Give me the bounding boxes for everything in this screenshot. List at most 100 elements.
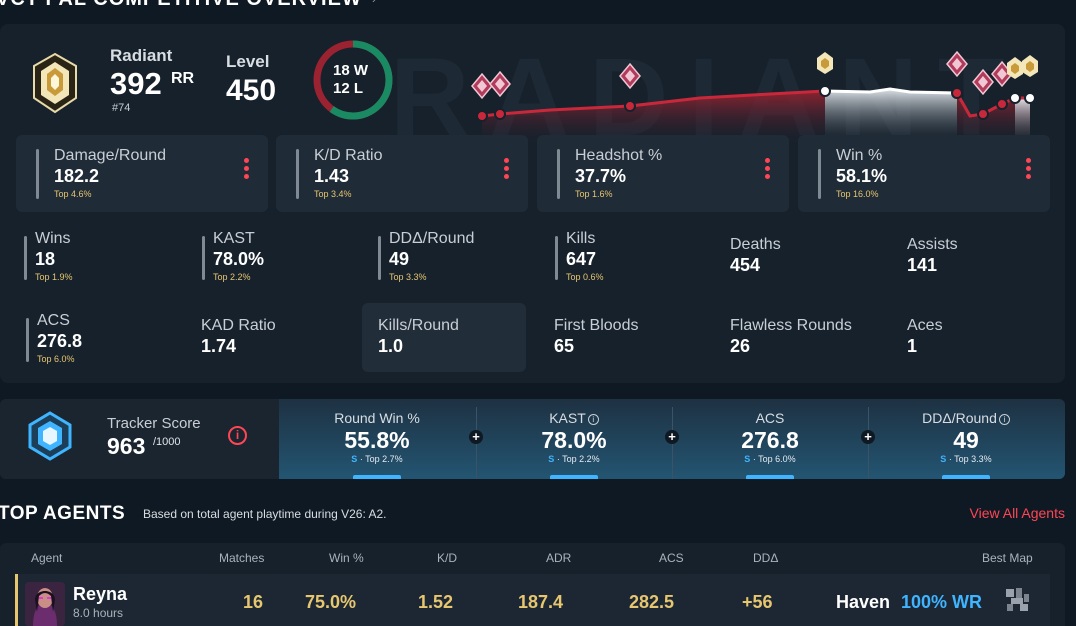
stat-percentile: Top 3.4%	[314, 189, 352, 199]
column-header[interactable]: Best Map	[982, 551, 1033, 565]
rr-point	[996, 98, 1008, 110]
rank-change-icon	[972, 68, 994, 96]
more-options-icon[interactable]	[504, 158, 510, 186]
best-map-winrate: 100% WR	[901, 592, 983, 612]
rr-point	[1024, 92, 1036, 104]
rr-area-radiant	[825, 89, 957, 148]
stat-value: 26	[730, 336, 751, 356]
row-accent-bar	[15, 574, 18, 626]
tracker-col-value: 78.0%	[541, 427, 607, 453]
column-header[interactable]: Win %	[329, 551, 364, 565]
column-header[interactable]: ADR	[546, 551, 572, 565]
stat-label: Kills	[566, 230, 596, 247]
agent-portrait-reyna	[25, 582, 65, 626]
stat-card-headshot[interactable]: Headshot % 37.7% Top 1.6%	[537, 135, 789, 212]
info-icon[interactable]: i	[228, 426, 247, 445]
stat-value: 78.0%	[213, 249, 265, 269]
rank-change-icon	[619, 62, 641, 90]
stat-percentile: Top 0.6%	[566, 272, 604, 282]
more-options-icon[interactable]	[1026, 158, 1032, 186]
losses-count: 12 L	[333, 80, 364, 97]
column-header[interactable]: K/D	[437, 551, 458, 565]
stat-label: Win %	[836, 147, 883, 164]
stat-value: 65	[554, 336, 575, 356]
more-options-icon[interactable]	[244, 158, 250, 186]
stat-label: KAST	[213, 230, 255, 247]
stat-percentile: Top 1.6%	[575, 189, 613, 199]
tracker-col-grade: S · Top 3.3%	[940, 454, 992, 464]
tracker-col-value: 55.8%	[344, 427, 410, 453]
stat-label: Aces	[907, 317, 943, 334]
stat-percentile: Top 4.6%	[54, 189, 92, 199]
rank-change-icon	[471, 72, 493, 100]
radiant-change-icon	[817, 52, 833, 74]
stat-value: 647	[566, 249, 597, 269]
plus-icon: +	[861, 430, 875, 444]
info-icon[interactable]: i	[998, 414, 1010, 425]
tracker-col-indicator	[550, 475, 598, 479]
column-header[interactable]: Agent	[31, 551, 63, 565]
stat-accent-bar	[818, 149, 821, 199]
tracker-col-round-win[interactable]: Round Win % 55.8% S · Top 2.7%	[279, 399, 475, 479]
stat-percentile: Top 3.3%	[389, 272, 427, 282]
rr-point	[819, 85, 831, 97]
table-row[interactable]: Reyna 8.0 hours 16 75.0% 1.52 187.4 282.…	[15, 574, 1050, 626]
rank-rr: 392	[110, 66, 162, 101]
view-all-agents-link[interactable]: View All Agents	[969, 505, 1065, 521]
page-heading: VCT PAL COMPETITIVE OVERVIEW	[0, 0, 362, 11]
radiant-change-icon	[1022, 55, 1038, 77]
rank-name: Radiant	[110, 46, 173, 65]
tracker-score-summary: Tracker Score 963 /1000 i	[0, 399, 279, 479]
best-map-name: Haven	[836, 592, 891, 612]
stat-value: 58.1%	[836, 166, 888, 186]
tracker-score-icon	[28, 411, 72, 461]
stat-percentile: Top 16.0%	[836, 189, 879, 199]
stat-label: ACS	[37, 312, 70, 329]
stat-accent-bar	[36, 149, 39, 199]
stat-value: 37.7%	[575, 166, 627, 186]
tracker-col-kast[interactable]: KAST i 78.0% S · Top 2.2%	[476, 399, 672, 479]
column-header[interactable]: Matches	[219, 551, 265, 565]
tracker-col-grade: S · Top 2.2%	[548, 454, 600, 464]
tracker-col-label: ACS	[755, 410, 785, 426]
stat-accent-bar	[555, 236, 558, 280]
heading-chevron-icon[interactable]: ›	[372, 0, 376, 6]
rank-change-icon	[489, 70, 511, 98]
info-icon[interactable]: i	[587, 414, 599, 425]
kills-round-highlight	[362, 303, 526, 372]
stat-card-win-pct[interactable]: Win % 58.1% Top 16.0%	[798, 135, 1050, 212]
rr-point	[951, 87, 963, 99]
stat-value: 141	[907, 255, 938, 275]
stat-value: 1.43	[314, 166, 350, 186]
stat-percentile: Top 1.9%	[35, 272, 73, 282]
plus-icon: +	[665, 430, 679, 444]
stat-label: DDΔ/Round	[389, 230, 475, 247]
section-title-top-agents: TOP AGENTS	[0, 503, 126, 524]
rr-area-red	[482, 91, 825, 148]
agent-name: Reyna	[73, 584, 128, 604]
stat-card-kd-ratio[interactable]: K/D Ratio 1.43 Top 3.4%	[276, 135, 528, 212]
tracker-col-indicator	[746, 475, 794, 479]
win-loss-donut	[313, 40, 393, 120]
stat-percentile: Top 6.0%	[37, 354, 75, 364]
cell-win-pct: 75.0%	[305, 592, 357, 612]
column-header[interactable]: ACS	[659, 551, 684, 565]
tracker-score-label: Tracker Score	[107, 415, 201, 432]
more-options-icon[interactable]	[765, 158, 771, 186]
tracker-col-acs[interactable]: ACS 276.8 S · Top 6.0%	[672, 399, 868, 479]
cell-matches: 16	[243, 592, 264, 612]
tracker-col-dd-round[interactable]: DDΔ/Round i 49 S · Top 3.3%	[868, 399, 1064, 479]
stat-accent-bar	[557, 149, 560, 199]
rr-point	[1009, 92, 1021, 104]
level-label: Level	[226, 52, 270, 71]
stat-label: First Bloods	[554, 317, 639, 334]
radiant-rank-icon	[33, 52, 77, 114]
rr-history-chart	[471, 50, 1038, 148]
stat-card-damage-round[interactable]: Damage/Round 182.2 Top 4.6%	[16, 135, 268, 212]
rr-point	[624, 100, 636, 112]
column-header[interactable]: DDΔ	[753, 551, 779, 565]
cell-dd: +56	[742, 592, 773, 612]
tracker-col-value: 49	[953, 427, 979, 453]
stat-accent-bar	[378, 236, 381, 280]
rank-rr-unit: RR	[171, 70, 195, 87]
